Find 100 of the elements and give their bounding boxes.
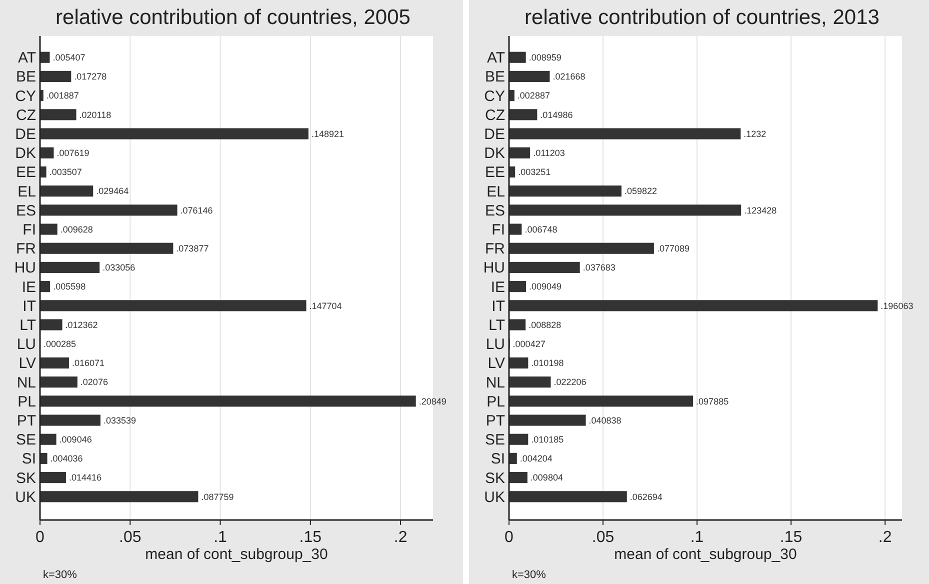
data-label: .012362 (65, 320, 98, 330)
data-label: .20849 (418, 396, 446, 406)
chart-title: relative contribution of countries, 2005 (56, 6, 410, 29)
x-tick-label: .2 (394, 529, 408, 546)
x-tick-label: .2 (878, 529, 892, 546)
data-label: .008959 (528, 52, 562, 63)
y-tick-label: IT (492, 298, 505, 315)
data-label: .037683 (582, 262, 616, 273)
data-label: .004036 (50, 454, 83, 464)
y-tick-label: HU (14, 260, 36, 277)
y-tick-label: ES (16, 202, 36, 220)
y-tick-label: DE (484, 126, 505, 144)
y-tick-label: UK (484, 488, 505, 506)
data-label: .021668 (552, 72, 586, 82)
data-label: .033539 (103, 415, 136, 426)
data-label: .097885 (696, 396, 729, 406)
y-tick-label: SK (16, 470, 36, 487)
y-tick-label: LU (486, 336, 505, 354)
x-axis-title: mean of cont_subgroup_30 (145, 546, 328, 563)
y-tick-label: DE (15, 126, 36, 144)
y-tick-label: CY (484, 88, 505, 105)
y-tick-label: NL (16, 374, 36, 392)
data-label: .010185 (531, 434, 564, 444)
data-label: .073877 (176, 244, 209, 254)
data-label: .1232 (744, 128, 766, 139)
y-tick-label: EE (16, 164, 36, 182)
data-label: .062694 (630, 492, 662, 502)
data-label: .033056 (102, 262, 136, 273)
y-tick-label: UK (15, 488, 36, 506)
data-label: .148921 (311, 128, 344, 139)
data-label: .008828 (528, 320, 562, 330)
data-label: .009049 (529, 282, 562, 292)
data-label: .005407 (52, 52, 86, 63)
y-tick-label: SE (484, 432, 505, 449)
y-tick-label: FR (485, 240, 506, 258)
x-tick-label: .1 (214, 529, 228, 546)
data-label: .076146 (180, 205, 213, 216)
data-label: .000285 (44, 338, 76, 349)
y-tick-label: ES (484, 202, 505, 220)
data-label: .000427 (512, 338, 546, 349)
data-label: .005598 (53, 282, 86, 292)
y-tick-label: AT (18, 50, 36, 67)
y-tick-label: PL (18, 393, 36, 410)
data-label: .016071 (72, 358, 105, 368)
y-tick-label: IE (22, 278, 36, 296)
x-tick-label: .05 (592, 529, 614, 546)
x-tick-label: 0 (36, 529, 45, 546)
x-axis-title: mean of cont_subgroup_30 (614, 546, 797, 563)
y-tick-label: PL (486, 393, 505, 410)
data-label: .001887 (46, 90, 79, 101)
data-label: .196063 (880, 300, 914, 311)
y-tick-label: CY (15, 88, 36, 105)
text: k=30% (43, 569, 78, 581)
y-tick-label: DK (15, 145, 36, 162)
data-label: .004204 (520, 454, 552, 464)
y-tick-label: SI (490, 450, 505, 468)
data-label: .040838 (588, 415, 622, 426)
y-tick-label: DK (484, 145, 505, 162)
y-tick-label: LT (488, 317, 505, 334)
y-tick-label: HU (483, 260, 505, 277)
chart-title: relative contribution of countries, 2013 (524, 6, 880, 29)
y-tick-label: LT (20, 317, 36, 334)
y-tick-label: IT (22, 298, 36, 315)
data-label: .020118 (79, 110, 112, 120)
data-label: .02076 (80, 377, 108, 388)
data-label: .147704 (309, 300, 342, 311)
data-label: .003251 (518, 167, 551, 178)
y-tick-label: IE (490, 278, 505, 296)
y-tick-label: LV (488, 355, 505, 372)
y-tick-label: CZ (485, 106, 505, 124)
data-label: .014986 (540, 110, 573, 120)
y-tick-label: FI (492, 222, 505, 238)
data-label: .087759 (201, 492, 234, 502)
data-label: .022206 (554, 377, 586, 388)
data-label: .007619 (56, 148, 90, 158)
y-tick-label: BE (16, 68, 36, 86)
y-tick-label: SI (22, 450, 36, 468)
data-label: .017278 (74, 72, 107, 82)
data-label: .014416 (68, 472, 102, 483)
y-tick-label: SK (484, 470, 505, 487)
data-label: .009046 (59, 434, 92, 444)
y-tick-label: LU (16, 336, 36, 354)
y-tick-label: CZ (16, 106, 36, 124)
y-tick-label: NL (486, 374, 505, 392)
y-tick-label: BE (484, 68, 505, 86)
x-tick-label: .15 (780, 529, 802, 546)
y-tick-label: LV (18, 355, 36, 372)
text: k=30% (512, 569, 546, 581)
data-label: .077089 (656, 244, 690, 254)
y-tick-label: EE (484, 164, 505, 182)
data-label: .006748 (524, 224, 558, 234)
data-label: .003507 (49, 167, 82, 178)
y-tick-label: FI (22, 222, 36, 238)
y-tick-label: SE (16, 432, 36, 449)
y-tick-label: PT (486, 412, 505, 430)
data-label: .123428 (744, 205, 777, 216)
data-label: .002887 (517, 90, 550, 101)
x-tick-label: .15 (299, 529, 322, 546)
data-label: .009628 (60, 224, 93, 234)
y-tick-label: AT (486, 50, 505, 67)
